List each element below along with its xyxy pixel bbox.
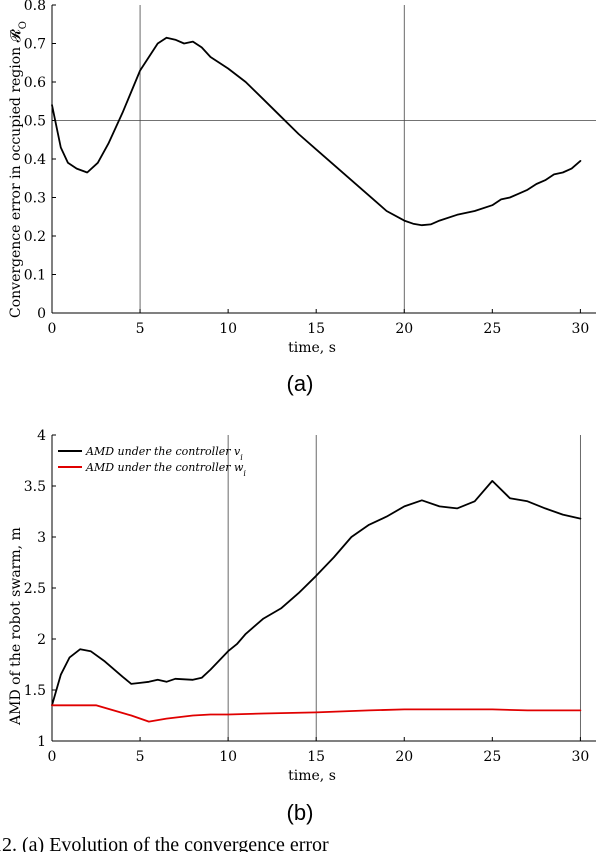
chart-b-x-ticks: 0 5 10 15 20 25 30 bbox=[48, 737, 589, 765]
chart-b-legend: AMD under the controller vi AMD under th… bbox=[58, 445, 246, 478]
chart-b-x-tick-label-2: 10 bbox=[219, 749, 237, 765]
panel-b-label: (b) bbox=[287, 800, 314, 825]
chart-a-x-tick-label-6: 30 bbox=[571, 321, 589, 337]
chart-b-series bbox=[51, 479, 582, 723]
chart-a-guide-lines bbox=[52, 5, 596, 313]
chart-a-x-tick-label-1: 5 bbox=[136, 321, 145, 337]
chart-a-y-tick-label-6: 0.6 bbox=[24, 75, 46, 91]
chart-a-x-tick-label-5: 25 bbox=[483, 321, 501, 337]
chart-b-y-axis-label: AMD of the robot swarm, m bbox=[8, 527, 24, 726]
chart-a-axes bbox=[51, 5, 596, 314]
chart-a-y-tick-label-3: 0.3 bbox=[24, 191, 46, 207]
chart-b-y-tick-label-6: 4 bbox=[37, 428, 46, 444]
chart-a-x-tick-label-4: 20 bbox=[395, 321, 413, 337]
chart-a-x-tick-label-0: 0 bbox=[48, 321, 57, 337]
chart-b-x-axis-label: time, s bbox=[288, 768, 336, 784]
chart-b-series-line-0 bbox=[51, 479, 582, 707]
chart-b-x-tick-label-3: 15 bbox=[307, 749, 325, 765]
chart-b-x-tick-label-6: 30 bbox=[571, 749, 589, 765]
chart-b: 0 5 10 15 20 25 30 1 1.5 2 2.5 3 3.5 4 AMD under the… bbox=[8, 428, 596, 825]
panel-a-label: (a) bbox=[287, 371, 314, 396]
chart-b-x-tick-label-5: 25 bbox=[483, 749, 501, 765]
chart-a-y-tick-label-8: 0.8 bbox=[24, 0, 46, 14]
chart-b-x-tick-label-1: 5 bbox=[136, 749, 145, 765]
chart-b-series-line-1 bbox=[51, 704, 582, 723]
chart-b-y-tick-label-5: 3.5 bbox=[24, 479, 46, 495]
chart-a-y-tick-label-0: 0 bbox=[37, 306, 46, 322]
chart-b-guide-lines bbox=[227, 435, 581, 741]
chart-b-y-tick-label-0: 1 bbox=[37, 734, 46, 750]
chart-b-y-tick-label-3: 2.5 bbox=[24, 581, 46, 597]
legend-label-v: AMD under the controller vi bbox=[85, 445, 243, 462]
chart-a-series bbox=[51, 36, 582, 227]
chart-a-x-axis-label: time, s bbox=[288, 340, 336, 356]
chart-b-y-tick-label-4: 3 bbox=[37, 530, 46, 546]
chart-a-x-tick-label-2: 10 bbox=[219, 321, 237, 337]
chart-b-y-tick-label-2: 2 bbox=[37, 632, 46, 648]
chart-a-series-line-0 bbox=[51, 36, 582, 227]
chart-a-y-tick-label-7: 0.7 bbox=[24, 37, 46, 53]
chart-a-y-tick-label-5: 0.5 bbox=[24, 114, 46, 130]
chart-a-y-tick-label-1: 0.1 bbox=[24, 268, 46, 284]
chart-b-x-tick-label-0: 0 bbox=[48, 749, 57, 765]
chart-a-y-ticks: 0 0.1 0.2 0.3 0.4 0.5 0.6 0.7 0.8 bbox=[24, 0, 56, 322]
chart-a: 0 5 10 15 20 25 30 0 0.1 0.2 0.3 0.4 0.5 0.6 0.7 0.8 t… bbox=[8, 0, 596, 396]
chart-b-x-tick-label-4: 20 bbox=[395, 749, 413, 765]
chart-b-y-ticks: 1 1.5 2 2.5 3 3.5 4 bbox=[24, 428, 56, 750]
figure-caption-fragment: 12. (a) Evolution of the convergence err… bbox=[0, 834, 329, 852]
chart-a-x-ticks: 0 5 10 15 20 25 30 bbox=[48, 309, 589, 337]
chart-b-axes bbox=[51, 435, 596, 742]
chart-b-y-tick-label-1: 1.5 bbox=[24, 683, 46, 699]
chart-a-y-tick-label-2: 0.2 bbox=[24, 229, 46, 245]
legend-label-w: AMD under the controller wi bbox=[85, 461, 246, 478]
chart-a-x-tick-label-3: 15 bbox=[307, 321, 325, 337]
chart-a-y-tick-label-4: 0.4 bbox=[24, 152, 46, 168]
chart-a-y-axis-label: Convergence error in occupied region 𝓡O bbox=[8, 21, 29, 318]
